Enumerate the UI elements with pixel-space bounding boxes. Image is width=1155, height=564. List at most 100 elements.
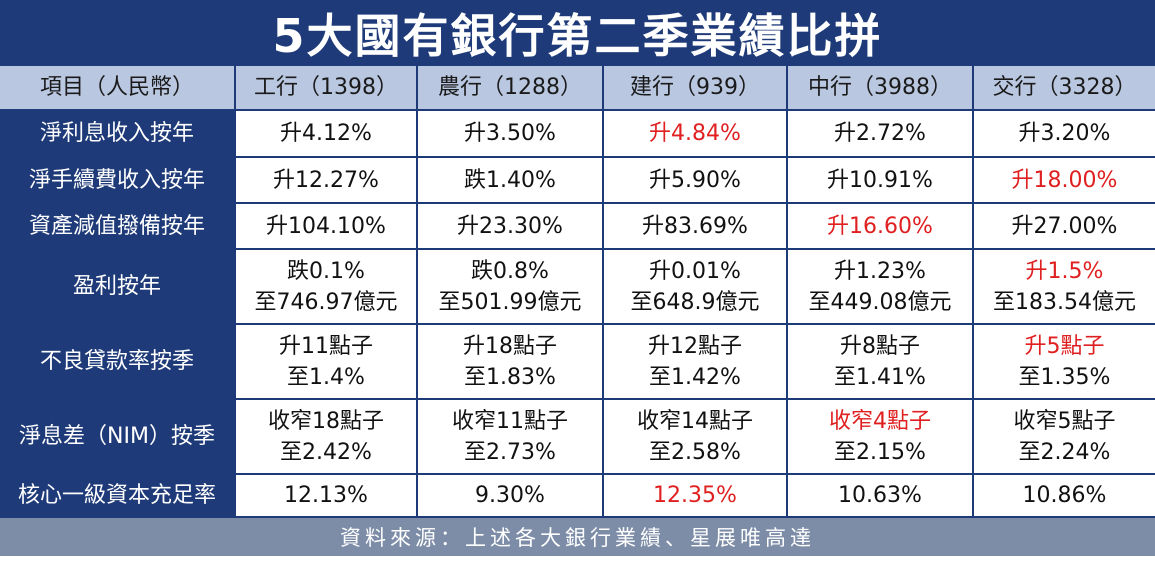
cell-line: 至2.58% <box>649 439 741 465</box>
table-cell: 升10.91% <box>788 158 974 204</box>
cell-line: 至746.97億元 <box>254 289 398 315</box>
cell-line: 升0.01% <box>649 258 741 284</box>
cell-line: 收窄14點子 <box>637 408 753 434</box>
cell-line: 升4.12% <box>280 121 372 146</box>
table-cell: 收窄11點子 至2.73% <box>418 400 604 475</box>
table-cell: 收窄14點子 至2.58% <box>604 400 788 475</box>
cell-line: 升104.10% <box>266 213 386 239</box>
cell-line: 升23.30% <box>457 213 563 239</box>
table-cell: 收窄18點子 至2.42% <box>236 400 418 475</box>
cell-line: 升11點子 <box>279 333 373 359</box>
cell-line: 升27.00% <box>1011 213 1118 239</box>
table-cell: 升23.30% <box>418 204 604 250</box>
table-cell: 10.86% <box>974 475 1155 518</box>
cell-line: 收窄18點子 <box>268 408 384 434</box>
cell-line: 至2.73% <box>464 439 556 465</box>
row-label: 盈利按年 <box>0 250 236 325</box>
cell-line: 跌0.1% <box>287 258 365 284</box>
cell-line: 跌0.8% <box>471 258 549 284</box>
title-bar: 5大國有銀行第二季業績比拼 <box>0 0 1155 66</box>
table-cell: 12.35% <box>604 475 788 518</box>
cell-line: 升16.60% <box>827 213 933 239</box>
table-cell: 9.30% <box>418 475 604 518</box>
table-cell: 升27.00% <box>974 204 1155 250</box>
cell-line: 至1.4% <box>287 364 365 390</box>
cell-line: 10.63% <box>838 483 922 508</box>
cell-line: 收窄5點子 <box>1013 408 1116 434</box>
cell-line: 10.86% <box>1022 483 1107 508</box>
table-cell: 升3.20% <box>974 111 1155 158</box>
table-cell: 升3.50% <box>418 111 604 158</box>
table-cell: 升104.10% <box>236 204 418 250</box>
table-cell: 升12點子至1.42% <box>604 325 788 400</box>
cell-line: 收窄11點子 <box>452 408 568 434</box>
cell-line: 至2.42% <box>280 439 372 465</box>
page-title: 5大國有銀行第二季業績比拼 <box>272 9 883 63</box>
cell-line: 升5.90% <box>649 167 741 193</box>
table-cell: 升8點子至1.41% <box>788 325 974 400</box>
bottom-margin <box>0 556 1155 564</box>
cell-line: 至2.15% <box>834 439 926 465</box>
table-cell: 升83.69% <box>604 204 788 250</box>
cell-line: 12.13% <box>284 483 368 508</box>
header-bank-0: 工行（1398） <box>236 66 418 111</box>
header-bank-2: 建行（939） <box>604 66 788 111</box>
table-cell: 跌0.1% 至746.97億元 <box>236 250 418 325</box>
cell-line: 升3.50% <box>464 121 556 146</box>
row-label: 資產減值撥備按年 <box>0 204 236 250</box>
cell-line: 升18點子 <box>463 333 557 359</box>
cell-line: 至1.35% <box>1018 364 1111 390</box>
cell-line: 跌1.40% <box>464 167 556 193</box>
table-cell: 跌0.8% 至501.99億元 <box>418 250 604 325</box>
table-cell: 升12.27% <box>236 158 418 204</box>
table-cell: 升1.23% 至449.08億元 <box>788 250 974 325</box>
table-cell: 收窄5點子至2.24% <box>974 400 1155 475</box>
table-cell: 升4.84% <box>604 111 788 158</box>
cell-line: 升8點子 <box>840 333 920 359</box>
header-bank-3: 中行（3988） <box>788 66 974 111</box>
cell-line: 升83.69% <box>642 213 748 239</box>
cell-line: 升12.27% <box>273 167 379 193</box>
cell-line: 升3.20% <box>1018 121 1111 146</box>
source-footer: 資料來源：上述各大銀行業績、星展唯高達 <box>0 518 1155 556</box>
comparison-table: 項目（人民幣） 工行（1398） 農行（1288） 建行（939） 中行（3988） 交行… <box>0 66 1155 518</box>
table-cell: 升2.72% <box>788 111 974 158</box>
table-cell: 升5點子至1.35% <box>974 325 1155 400</box>
cell-line: 升2.72% <box>834 121 926 146</box>
table-cell: 升18點子至1.83% <box>418 325 604 400</box>
header-item-label: 項目（人民幣） <box>0 66 236 111</box>
cell-line: 升1.23% <box>834 258 926 284</box>
cell-line: 至183.54億元 <box>993 289 1136 315</box>
cell-line: 至1.41% <box>834 364 926 390</box>
row-label: 淨手續費收入按年 <box>0 158 236 204</box>
cell-line: 升5點子 <box>1024 333 1105 359</box>
row-label: 核心一級資本充足率 <box>0 475 236 518</box>
table-cell: 升1.5% 至183.54億元 <box>974 250 1155 325</box>
cell-line: 收窄4點子 <box>829 408 931 434</box>
cell-line: 至1.83% <box>464 364 556 390</box>
cell-line: 升18.00% <box>1011 167 1118 193</box>
row-label: 淨息差（NIM）按季 <box>0 400 236 475</box>
table-cell: 升0.01% 至648.9億元 <box>604 250 788 325</box>
cell-line: 至501.99億元 <box>438 289 582 315</box>
row-label: 淨利息收入按年 <box>0 111 236 158</box>
cell-line: 至2.24% <box>1018 439 1111 465</box>
cell-line: 升4.84% <box>649 121 741 146</box>
cell-line: 12.35% <box>653 483 737 508</box>
table-cell: 升16.60% <box>788 204 974 250</box>
row-label: 不良貸款率按季 <box>0 325 236 400</box>
cell-line: 升10.91% <box>827 167 933 193</box>
cell-line: 至449.08億元 <box>808 289 952 315</box>
source-note: 資料來源：上述各大銀行業績、星展唯高達 <box>340 526 815 550</box>
table-cell: 升5.90% <box>604 158 788 204</box>
table-cell: 跌1.40% <box>418 158 604 204</box>
header-bank-1: 農行（1288） <box>418 66 604 111</box>
cell-line: 至1.42% <box>649 364 741 390</box>
cell-line: 升12點子 <box>648 333 742 359</box>
cell-line: 至648.9億元 <box>630 289 760 315</box>
table-cell: 10.63% <box>788 475 974 518</box>
cell-line: 升1.5% <box>1025 258 1104 284</box>
header-bank-4: 交行（3328） <box>974 66 1155 111</box>
table-cell: 升18.00% <box>974 158 1155 204</box>
